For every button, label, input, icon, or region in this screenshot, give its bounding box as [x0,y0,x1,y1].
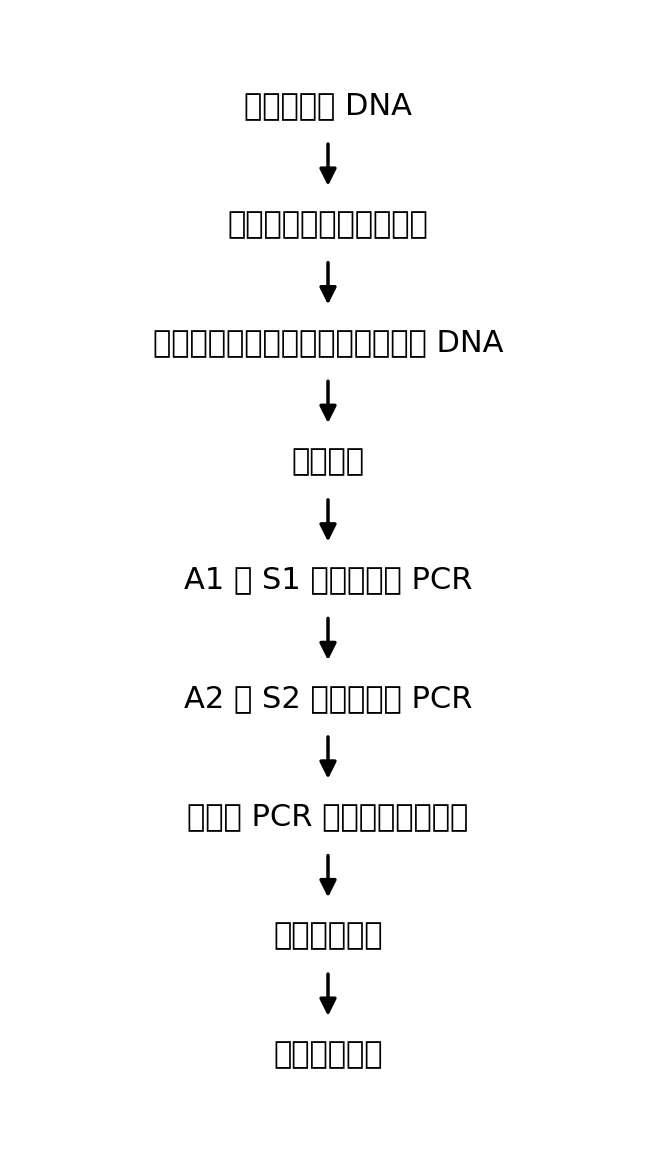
Text: 连接接头: 连接接头 [291,447,365,476]
Text: 第二轮 PCR 产物亚克隆，测序: 第二轮 PCR 产物亚克隆，测序 [188,803,468,832]
Text: 分析已知序列的酶切位点: 分析已知序列的酶切位点 [228,210,428,239]
Text: 获得侧翼序列: 获得侧翼序列 [274,921,382,950]
Text: 选择一组合适的同尾酶酶切基因组 DNA: 选择一组合适的同尾酶酶切基因组 DNA [153,328,503,357]
Text: 侧翼序列验证: 侧翼序列验证 [274,1039,382,1068]
Text: A1 和 S1 进行第一轮 PCR: A1 和 S1 进行第一轮 PCR [184,566,472,594]
Text: 提取基因组 DNA: 提取基因组 DNA [244,92,412,121]
Text: A2 和 S2 进行第二轮 PCR: A2 和 S2 进行第二轮 PCR [184,684,472,713]
